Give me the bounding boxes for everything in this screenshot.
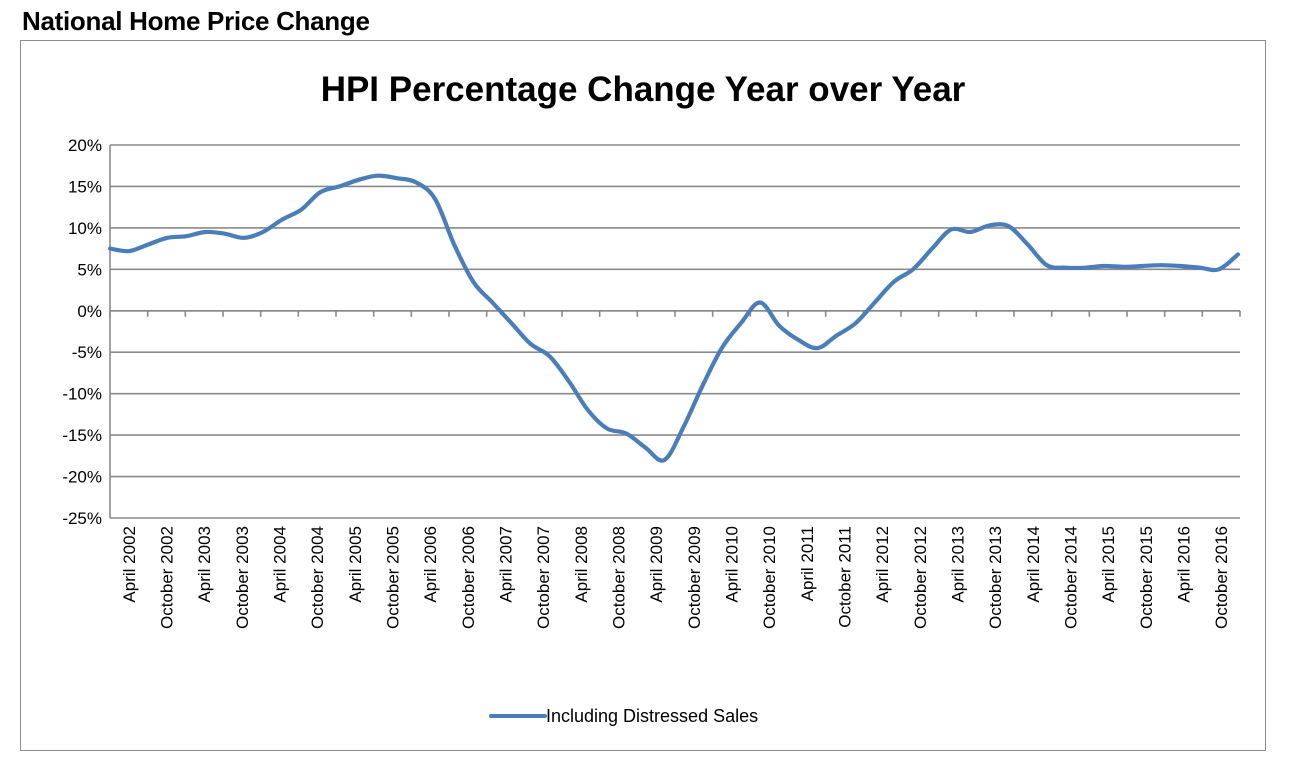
x-tick-label: October 2013 — [986, 526, 1005, 629]
x-tick-label: October 2010 — [760, 526, 779, 629]
axis-layer — [109, 145, 1241, 518]
chart-frame: HPI Percentage Change Year over Year 20%… — [20, 40, 1266, 751]
x-tick-label: April 2014 — [1024, 526, 1043, 603]
x-tick-label: April 2016 — [1175, 526, 1194, 603]
x-tick-label: October 2007 — [534, 526, 553, 629]
y-tick-label: -20% — [62, 468, 102, 487]
x-tick-label: October 2003 — [233, 526, 252, 629]
x-tick-label: April 2002 — [120, 526, 139, 603]
x-tick-label: April 2010 — [723, 526, 742, 603]
x-tick-label: April 2007 — [497, 526, 516, 603]
x-tick-label: October 2014 — [1062, 526, 1081, 629]
x-tick-label: April 2015 — [1099, 526, 1118, 603]
y-tick-label: -15% — [62, 426, 102, 445]
x-tick-label: April 2004 — [271, 526, 290, 603]
series-line-including-distressed-sales — [107, 173, 1241, 463]
x-axis-tick-labels: April 2002 October 2002 April 2003 October … — [120, 526, 1231, 629]
x-tick-label: October 2011 — [836, 526, 855, 628]
x-tick-label: April 2008 — [572, 526, 591, 603]
x-tick-label: April 2009 — [647, 526, 666, 603]
x-tick-label: April 2005 — [346, 526, 365, 603]
x-tick-label: April 2011 — [798, 526, 817, 601]
x-tick-label: October 2002 — [158, 526, 177, 629]
y-tick-label: 5% — [77, 260, 102, 279]
legend-label: Including Distressed Sales — [546, 706, 758, 726]
x-tick-label: October 2008 — [610, 526, 629, 629]
y-tick-label: 10% — [68, 219, 102, 238]
x-tick-label: April 2003 — [195, 526, 214, 603]
y-tick-label: -25% — [62, 509, 102, 528]
x-tick-label: October 2012 — [911, 526, 930, 629]
x-tick-label: April 2013 — [949, 526, 968, 603]
legend: Including Distressed Sales — [489, 706, 758, 726]
chart-title: HPI Percentage Change Year over Year — [321, 70, 966, 109]
x-tick-label: October 2009 — [685, 526, 704, 629]
x-tick-label: April 2006 — [421, 526, 440, 603]
x-tick-label: October 2015 — [1137, 526, 1156, 629]
x-tick-label: October 2005 — [384, 526, 403, 629]
x-tick-label: October 2016 — [1212, 526, 1231, 629]
grid-layer — [110, 144, 1240, 519]
y-tick-label: 20% — [68, 136, 102, 155]
series-layer — [107, 173, 1241, 463]
hpi-line-chart: HPI Percentage Change Year over Year 20%… — [62, 70, 1241, 726]
x-tick-label: October 2006 — [459, 526, 478, 629]
y-axis-tick-labels: 20% 15% 10% 5% 0% -5% -10% -15% -20% -25% — [62, 136, 102, 528]
y-tick-label: -10% — [62, 385, 102, 404]
x-tick-label: October 2004 — [308, 526, 327, 629]
y-tick-label: 0% — [77, 302, 102, 321]
x-tick-label: April 2012 — [873, 526, 892, 603]
y-tick-label: 15% — [68, 177, 102, 196]
page-heading: National Home Price Change — [22, 6, 370, 36]
y-tick-label: -5% — [72, 343, 102, 362]
